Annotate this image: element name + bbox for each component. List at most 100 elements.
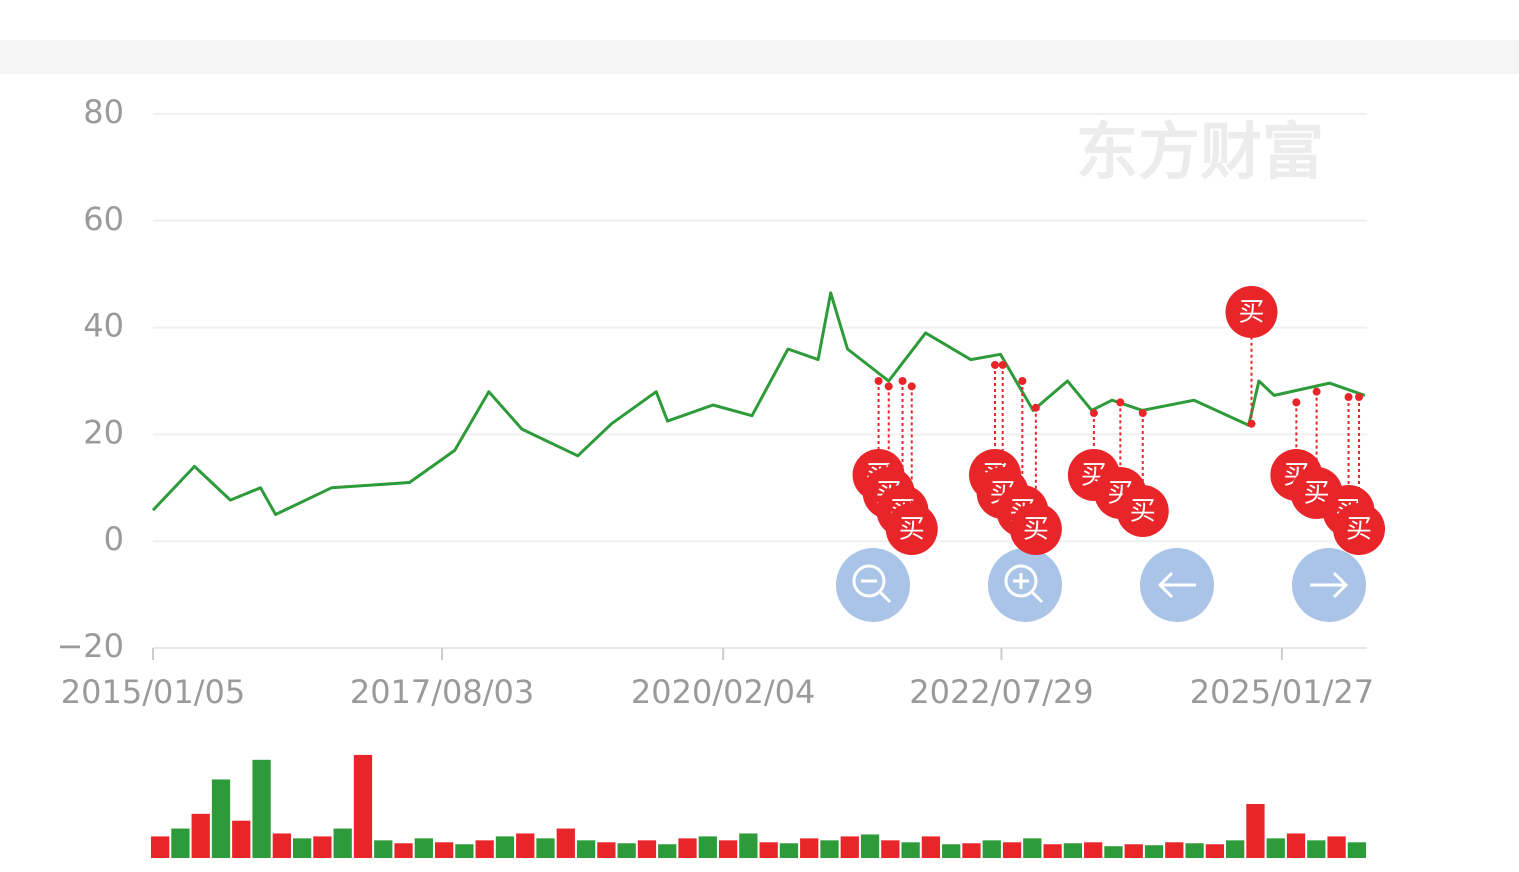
signal-balloon bbox=[1009, 503, 1062, 555]
volume-bar bbox=[658, 844, 677, 858]
signal-dot bbox=[1312, 387, 1321, 396]
y-tick-label: −20 bbox=[56, 627, 124, 665]
volume-bar bbox=[313, 836, 332, 858]
volume-bar bbox=[1307, 840, 1326, 858]
volume-bar bbox=[1266, 838, 1285, 858]
signal-dot bbox=[1292, 398, 1301, 407]
signal-label: 买 bbox=[899, 515, 925, 545]
volume-bar bbox=[1205, 844, 1225, 858]
y-tick-label: 40 bbox=[83, 307, 124, 345]
volume-bar bbox=[232, 820, 251, 858]
buy-signal: 买 bbox=[1009, 403, 1062, 555]
volume-bar bbox=[901, 842, 920, 858]
x-tick-label: 2020/02/04 bbox=[631, 673, 815, 711]
volume-bar bbox=[1246, 804, 1265, 858]
volume-bar bbox=[739, 833, 758, 858]
volume-bar bbox=[779, 843, 799, 858]
volume-bar bbox=[455, 844, 474, 858]
y-tick-label: 60 bbox=[83, 200, 124, 238]
x-tick-label: 2015/01/05 bbox=[61, 673, 245, 711]
volume-bar bbox=[840, 836, 859, 858]
volume-bar bbox=[1043, 844, 1062, 858]
volume-bar bbox=[292, 838, 312, 858]
volume-bar bbox=[1226, 840, 1245, 858]
zoom-in-button[interactable] bbox=[988, 548, 1062, 622]
signal-dot bbox=[907, 382, 916, 391]
volume-bar bbox=[1185, 843, 1204, 858]
volume-bar bbox=[820, 840, 839, 858]
signal-balloon bbox=[1225, 286, 1278, 338]
volume-bar bbox=[576, 840, 596, 858]
volume-bar bbox=[718, 840, 738, 858]
signal-balloon bbox=[885, 503, 938, 555]
signal-dot bbox=[1355, 393, 1364, 402]
signal-label: 买 bbox=[1130, 497, 1156, 527]
volume-bar bbox=[982, 840, 1001, 858]
y-tick-label: 80 bbox=[83, 93, 124, 131]
volume-bar bbox=[921, 836, 941, 858]
signal-dot bbox=[874, 377, 883, 385]
x-tick-label: 2025/01/27 bbox=[1190, 673, 1374, 711]
volume-bar bbox=[678, 838, 697, 858]
volume-bar bbox=[353, 754, 373, 858]
signal-dot bbox=[1138, 409, 1147, 418]
y-tick-label: 20 bbox=[83, 413, 124, 451]
price-line bbox=[151, 291, 1366, 516]
volume-bar bbox=[151, 836, 170, 858]
signal-dot bbox=[1116, 398, 1125, 407]
volume-bar bbox=[1347, 842, 1366, 858]
volume-bar bbox=[191, 813, 210, 858]
y-tick-label: 0 bbox=[104, 520, 124, 558]
volume-bar bbox=[637, 840, 657, 858]
signal-dot bbox=[1031, 403, 1040, 412]
buy-signal: 买 bbox=[1333, 393, 1386, 555]
buy-signal: 买 bbox=[885, 382, 938, 555]
signal-label: 买 bbox=[1238, 298, 1264, 328]
zoom-out-button[interactable] bbox=[836, 548, 910, 622]
signal-dot bbox=[998, 360, 1007, 369]
volume-bar bbox=[516, 833, 535, 858]
buy-signal: 买 bbox=[1225, 286, 1278, 428]
volume-bar bbox=[1002, 842, 1022, 858]
volume-bar bbox=[475, 840, 494, 858]
volume-bar bbox=[434, 842, 454, 858]
volume-bar bbox=[1023, 838, 1042, 858]
volume-bar bbox=[1104, 846, 1123, 858]
volume-bar bbox=[536, 838, 555, 858]
volume-bar bbox=[1124, 844, 1143, 858]
signal-label: 买 bbox=[1346, 515, 1372, 545]
volume-bar bbox=[171, 828, 190, 858]
signal-dot bbox=[1247, 419, 1256, 428]
signal-dot bbox=[990, 360, 999, 369]
scroll-right-button[interactable] bbox=[1292, 548, 1366, 622]
volume-bar bbox=[252, 759, 271, 858]
volume-bar bbox=[333, 828, 352, 858]
volume-bar bbox=[698, 836, 717, 858]
volume-bar bbox=[495, 836, 515, 858]
signal-dot bbox=[1018, 377, 1027, 385]
volume-bar bbox=[1165, 842, 1184, 858]
buy-signal: 买 bbox=[1116, 409, 1169, 537]
volume-bar bbox=[1084, 842, 1103, 858]
volume-bar bbox=[374, 840, 393, 858]
signal-dot bbox=[898, 377, 907, 385]
scroll-left-button[interactable] bbox=[1140, 548, 1214, 622]
x-tick-label: 2017/08/03 bbox=[350, 673, 534, 711]
volume-bar bbox=[1286, 833, 1306, 858]
signal-balloon bbox=[1116, 485, 1169, 537]
volume-bar bbox=[860, 834, 880, 858]
volume-bar bbox=[597, 842, 616, 858]
volume-bar bbox=[759, 842, 778, 858]
volume-bar bbox=[272, 833, 291, 858]
volume-bar bbox=[962, 843, 981, 858]
volume-bar bbox=[800, 838, 819, 858]
x-tick-label: 2022/07/29 bbox=[909, 673, 1093, 711]
volume-bar bbox=[211, 779, 231, 858]
volume-bar bbox=[1327, 836, 1346, 858]
volume-bar bbox=[617, 843, 636, 858]
signal-dot bbox=[1344, 393, 1353, 402]
signal-label: 买 bbox=[1023, 515, 1049, 545]
top-band bbox=[0, 40, 1519, 74]
